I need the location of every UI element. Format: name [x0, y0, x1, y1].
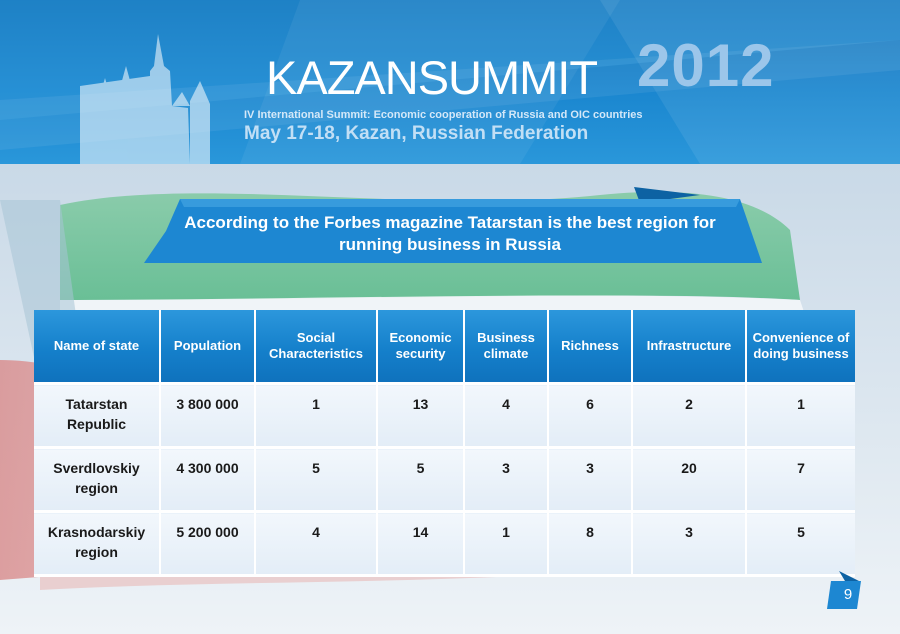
column-header: Name of state — [34, 310, 161, 385]
summit-dateline: May 17-18, Kazan, Russian Federation — [244, 123, 589, 144]
table-cell: Tatarstan Republic — [34, 383, 161, 449]
ribbon-banner-text: According to the Forbes magazine Tatarst… — [184, 213, 716, 254]
kazan-kremlin-logo — [80, 34, 210, 164]
table-row: Tatarstan Republic 3 800 000 1 13 4 6 2 … — [34, 383, 855, 449]
region-ranking-table: Name of state Population Social Characte… — [34, 310, 855, 577]
page-number-badge — [827, 571, 861, 609]
column-header: Convenience of doing business — [746, 310, 855, 385]
table-row: Sverdlovskiy region 4 300 000 5 5 3 3 20… — [34, 447, 855, 513]
table-cell: 5 — [377, 447, 465, 513]
table-cell: 3 — [548, 447, 633, 513]
column-header: Business climate — [464, 310, 549, 385]
table-cell: 4 300 000 — [160, 447, 256, 513]
table-cell: 5 — [255, 447, 378, 513]
table-row: Krasnodarskiy region 5 200 000 4 14 1 8 … — [34, 511, 855, 577]
page-number: 9 — [843, 586, 853, 603]
table-cell: 5 200 000 — [160, 511, 256, 577]
column-header: Social Characteristics — [255, 310, 378, 385]
table-cell: 3 — [632, 511, 747, 577]
table-cell: 8 — [548, 511, 633, 577]
header-decoration — [0, 0, 900, 164]
column-header: Economic security — [377, 310, 465, 385]
table-cell: Krasnodarskiy region — [34, 511, 161, 577]
table-cell: 4 — [255, 511, 378, 577]
column-header: Population — [160, 310, 256, 385]
table-cell: 14 — [377, 511, 465, 577]
table-cell: 1 — [746, 383, 855, 449]
table-cell: 4 — [464, 383, 549, 449]
table-cell: 5 — [746, 511, 855, 577]
table-cell: 2 — [632, 383, 747, 449]
table-cell: 1 — [255, 383, 378, 449]
table-cell: 3 800 000 — [160, 383, 256, 449]
table-cell: Sverdlovskiy region — [34, 447, 161, 513]
table-cell: 6 — [548, 383, 633, 449]
column-header: Richness — [548, 310, 633, 385]
summit-title: KAZANSUMMIT — [266, 51, 598, 104]
ribbon-banner — [144, 187, 762, 263]
column-header: Infrastructure — [632, 310, 747, 385]
summit-year: 2012 — [637, 32, 775, 99]
table-cell: 13 — [377, 383, 465, 449]
table-header-row: Name of state Population Social Characte… — [34, 310, 855, 385]
table-cell: 20 — [632, 447, 747, 513]
summit-subtitle: IV International Summit: Economic cooper… — [244, 109, 643, 121]
header-banner: KAZANSUMMIT 2012 IV International Summit… — [0, 0, 900, 164]
table-cell: 7 — [746, 447, 855, 513]
table-cell: 1 — [464, 511, 549, 577]
table-cell: 3 — [464, 447, 549, 513]
